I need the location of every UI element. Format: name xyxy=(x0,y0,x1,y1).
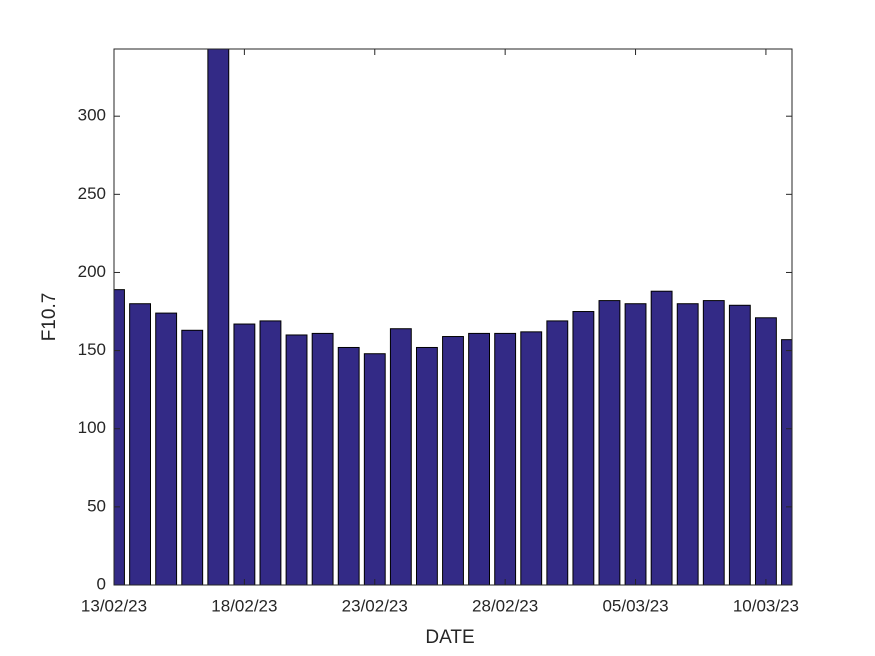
y-tick-label: 300 xyxy=(78,106,106,125)
bar xyxy=(676,303,699,585)
bar xyxy=(468,332,491,585)
bar xyxy=(702,300,725,585)
bar xyxy=(114,289,125,585)
x-tick-label: 23/02/23 xyxy=(342,596,408,615)
bar xyxy=(129,303,152,585)
bar xyxy=(155,312,178,585)
x-tick-label: 13/02/23 xyxy=(81,596,147,615)
x-axis-label: DATE xyxy=(425,627,474,648)
bar xyxy=(389,328,412,585)
bar xyxy=(259,320,282,585)
y-tick-label: 150 xyxy=(78,340,106,359)
y-axis-label: F10.7 xyxy=(39,293,60,342)
bars xyxy=(114,49,792,585)
bar xyxy=(754,317,777,585)
bar xyxy=(624,303,647,585)
y-tick-label: 100 xyxy=(78,418,106,437)
y-tick-label: 0 xyxy=(97,574,106,593)
bar xyxy=(520,331,543,585)
x-tick-label: 18/02/23 xyxy=(211,596,277,615)
bar xyxy=(546,320,569,585)
axes-box xyxy=(113,48,793,586)
y-tick-label: 200 xyxy=(78,262,106,281)
bar xyxy=(363,353,386,585)
x-tick-label: 05/03/23 xyxy=(602,596,668,615)
bar xyxy=(285,334,308,585)
bar xyxy=(650,290,673,585)
bar xyxy=(311,332,334,585)
bar xyxy=(233,323,256,585)
y-tick-label: 50 xyxy=(87,496,106,515)
bar xyxy=(728,304,751,585)
bar xyxy=(442,336,464,585)
bar xyxy=(572,311,595,585)
bar xyxy=(598,300,621,585)
bar xyxy=(207,49,230,585)
bar xyxy=(494,332,517,585)
x-tick-label: 28/02/23 xyxy=(472,596,538,615)
bar xyxy=(181,329,204,585)
x-tick-label: 10/03/23 xyxy=(733,596,799,615)
y-tick-label: 250 xyxy=(78,184,106,203)
bar xyxy=(337,346,360,585)
bar xyxy=(415,346,438,585)
